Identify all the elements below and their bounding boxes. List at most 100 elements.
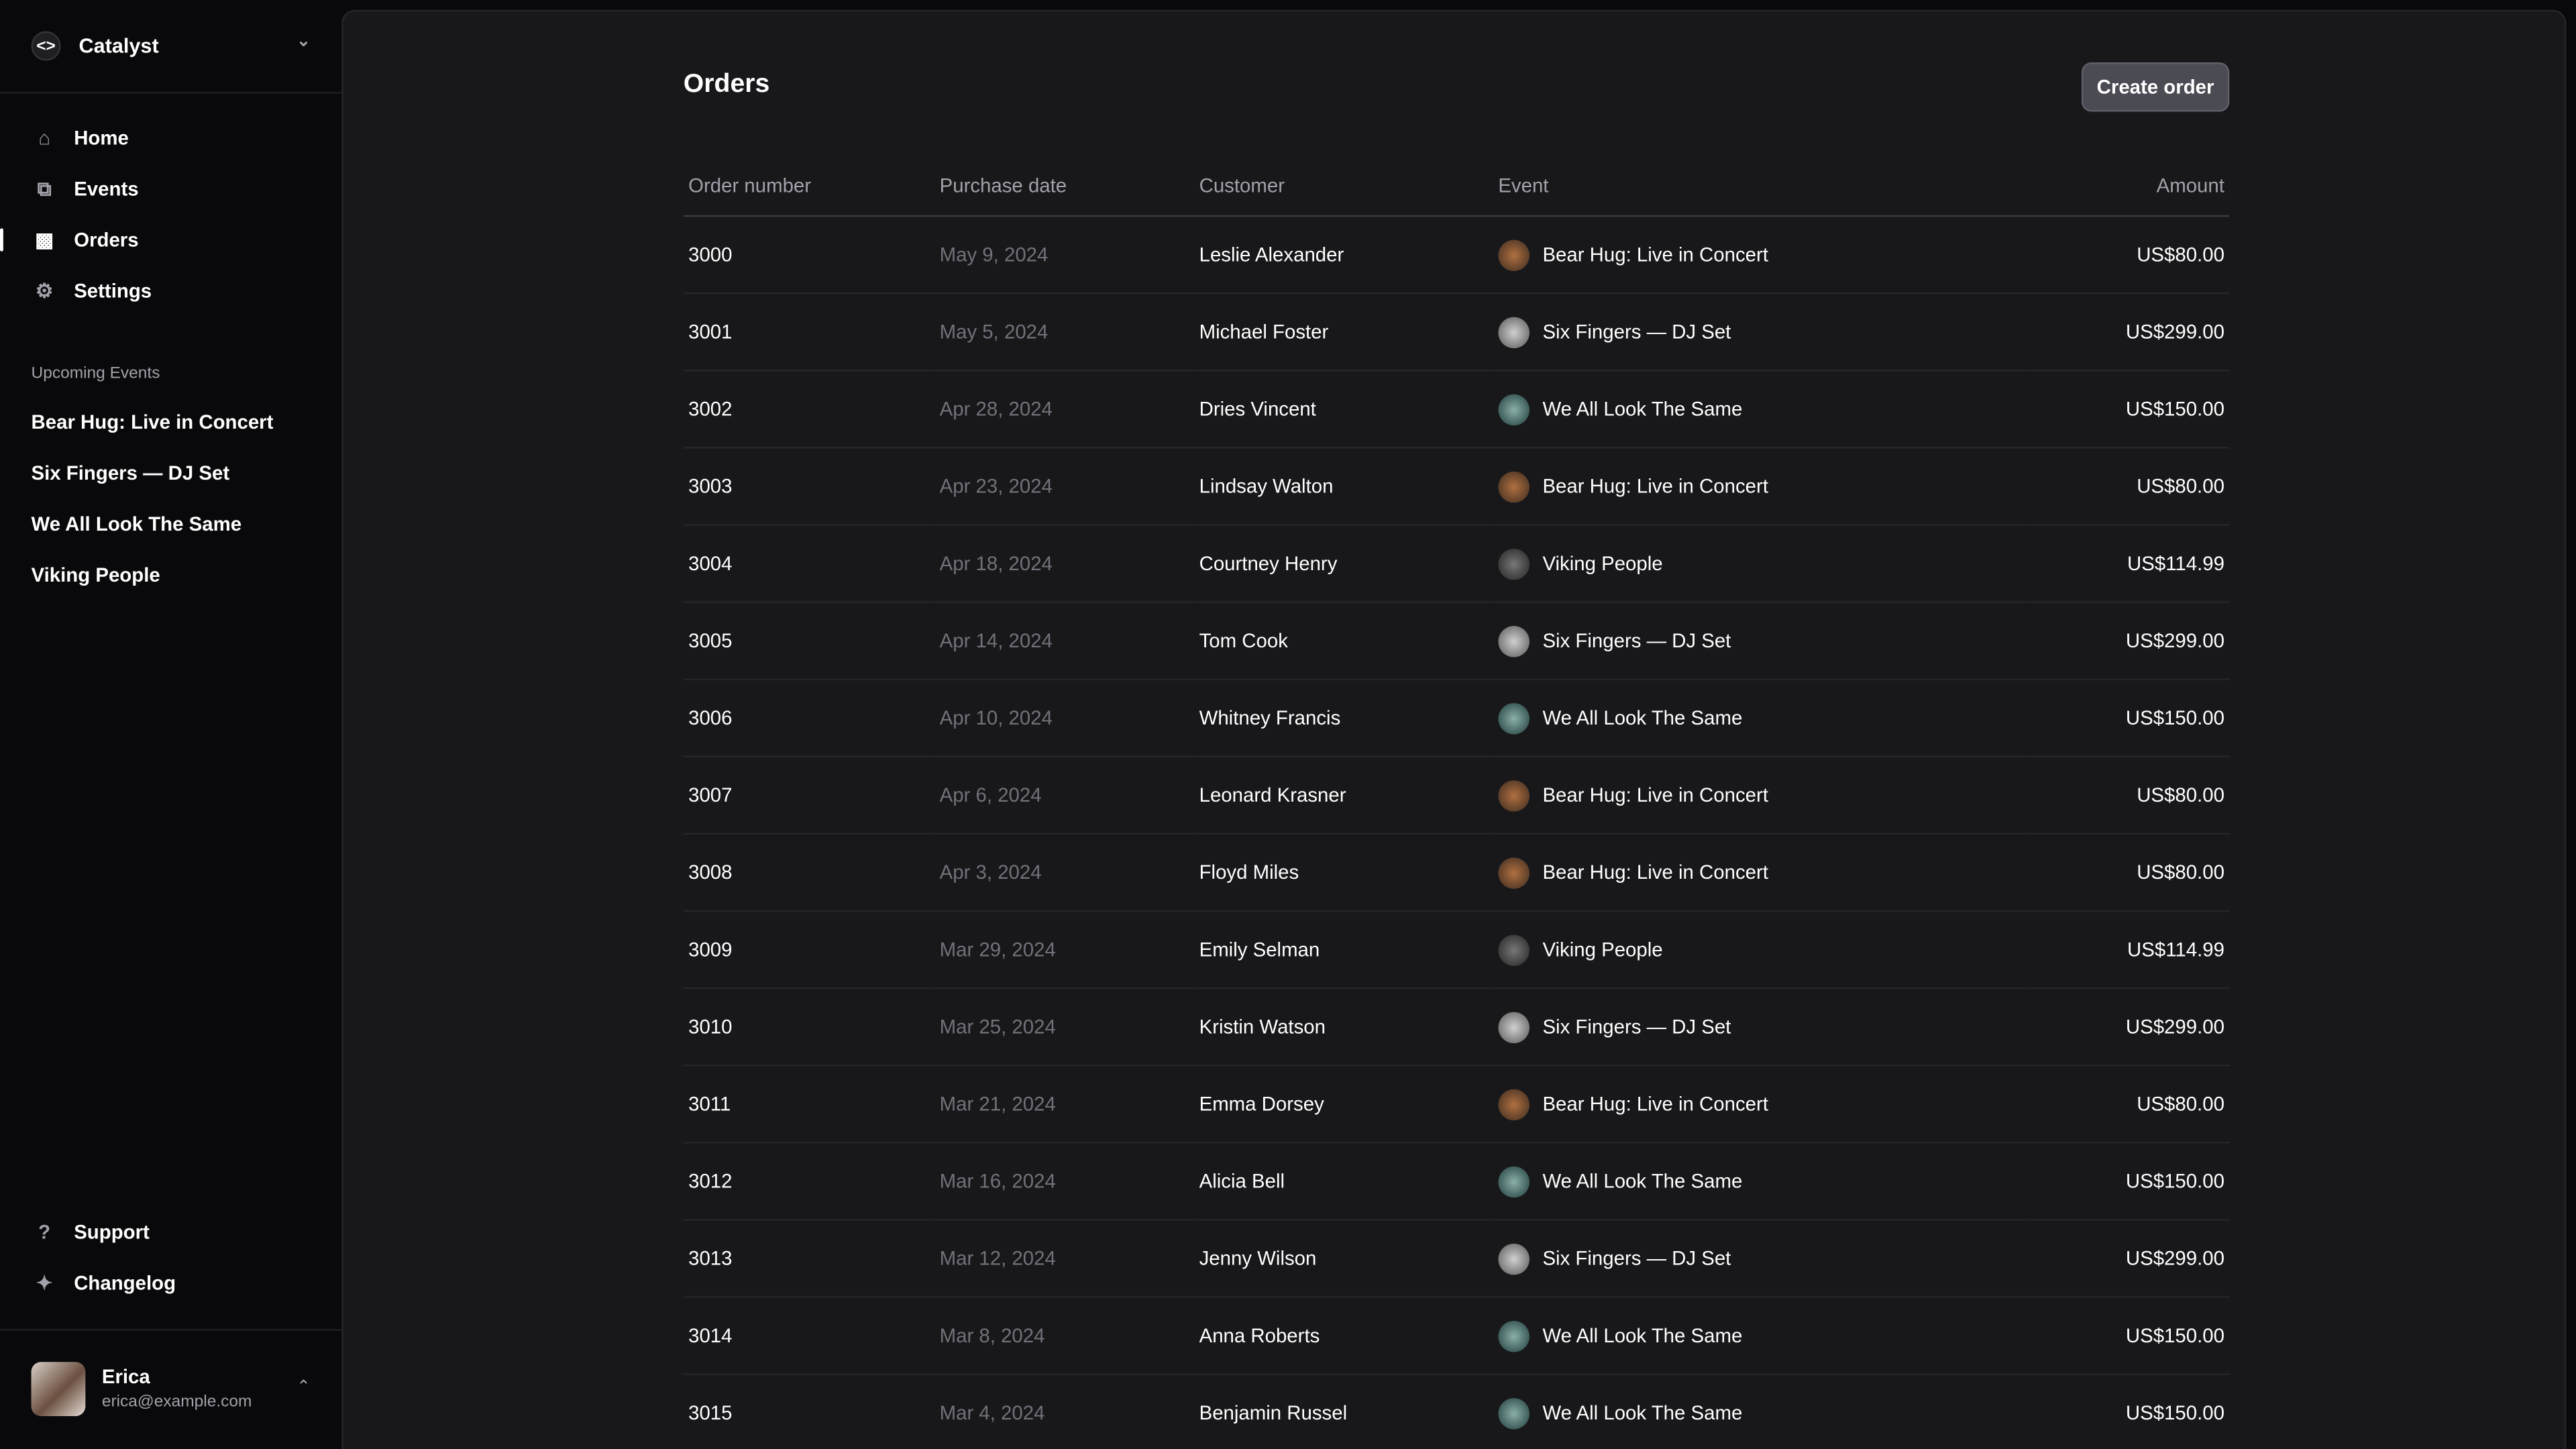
- order-number: 3012: [683, 1142, 935, 1221]
- amount: US$80.00: [2023, 447, 2230, 526]
- table-row[interactable]: 3010 Mar 25, 2024 Kristin Watson Six Finger…: [683, 988, 2230, 1067]
- order-number: 3003: [683, 447, 935, 526]
- purchase-date: May 9, 2024: [934, 216, 1195, 294]
- sidebar-item-support[interactable]: ? Support: [32, 1216, 327, 1248]
- table-row[interactable]: 3012 Mar 16, 2024 Alicia Bell We All Look T…: [683, 1142, 2230, 1221]
- customer-name: Leonard Krasner: [1194, 756, 1493, 835]
- question-icon: ?: [38, 1220, 51, 1244]
- order-number: 3014: [683, 1297, 935, 1375]
- purchase-date: Mar 25, 2024: [934, 988, 1195, 1067]
- purchase-date: Mar 21, 2024: [934, 1065, 1195, 1144]
- sidebar-item-label: Support: [74, 1220, 150, 1244]
- sidebar-item-events[interactable]: ⧉ Events: [32, 172, 327, 205]
- table-row[interactable]: 3005 Apr 14, 2024 Tom Cook Six Fingers — DJ…: [683, 602, 2230, 680]
- customer-name: Courtney Henry: [1194, 525, 1493, 603]
- table-row[interactable]: 3013 Mar 12, 2024 Jenny Wilson Six Fingers …: [683, 1220, 2230, 1298]
- purchase-date: Mar 12, 2024: [934, 1220, 1195, 1298]
- event-thumbnail: [1498, 1397, 1529, 1429]
- purchase-date: Apr 6, 2024: [934, 756, 1195, 835]
- sidebar-item-label: Events: [74, 177, 139, 201]
- sidebar-item-home[interactable]: ⌂ Home: [32, 121, 327, 154]
- amount: US$299.00: [2023, 1220, 2230, 1298]
- squares-icon: ⧉: [37, 176, 52, 200]
- user-name: Erica: [101, 1365, 150, 1389]
- team-switcher[interactable]: <> Catalyst ⌄: [31, 30, 311, 62]
- ticket-icon: ▩: [35, 228, 54, 252]
- table-row[interactable]: 3002 Apr 28, 2024 Dries Vincent We All Look…: [683, 370, 2230, 449]
- customer-name: Jenny Wilson: [1194, 1220, 1493, 1298]
- chevron-up-icon: ⌃: [297, 1378, 311, 1397]
- column-header: Event: [1493, 156, 2024, 217]
- sidebar-item-orders[interactable]: ▩ Orders: [32, 223, 327, 256]
- event-name: Viking People: [1542, 551, 1663, 576]
- brand-name: Catalyst: [78, 34, 159, 58]
- sidebar-event-link[interactable]: Bear Hug: Live in Concert: [31, 411, 274, 434]
- table-row[interactable]: 3008 Apr 3, 2024 Floyd Miles Bear Hug: Live…: [683, 833, 2230, 912]
- create-order-button[interactable]: Create order: [2081, 62, 2230, 112]
- event-cell: We All Look The Same: [1493, 370, 2024, 449]
- order-number: 3002: [683, 370, 935, 449]
- table-row[interactable]: 3007 Apr 6, 2024 Leonard Krasner Bear Hug: …: [683, 756, 2230, 835]
- event-thumbnail: [1498, 625, 1529, 657]
- purchase-date: May 5, 2024: [934, 293, 1195, 372]
- sidebar-item-label: Changelog: [74, 1271, 176, 1295]
- table-row[interactable]: 3003 Apr 23, 2024 Lindsay Walton Bear Hug: …: [683, 447, 2230, 526]
- event-thumbnail: [1498, 1165, 1529, 1197]
- sidebar-event-link[interactable]: Viking People: [31, 564, 160, 587]
- table-row[interactable]: 3009 Mar 29, 2024 Emily Selman Viking Peopl…: [683, 910, 2230, 989]
- event-name: Six Fingers — DJ Set: [1542, 629, 1731, 653]
- event-cell: Six Fingers — DJ Set: [1493, 1220, 2024, 1298]
- amount: US$299.00: [2023, 988, 2230, 1067]
- table-row[interactable]: 3004 Apr 18, 2024 Courtney Henry Viking Peo…: [683, 525, 2230, 603]
- amount: US$150.00: [2023, 1374, 2230, 1449]
- amount: US$80.00: [2023, 1065, 2230, 1144]
- amount: US$114.99: [2023, 525, 2230, 603]
- table-row[interactable]: 3006 Apr 10, 2024 Whitney Francis We All Lo…: [683, 679, 2230, 757]
- event-thumbnail: [1498, 934, 1529, 965]
- event-name: Bear Hug: Live in Concert: [1542, 861, 1768, 884]
- table-row[interactable]: 3014 Mar 8, 2024 Anna Roberts We All Look T…: [683, 1297, 2230, 1375]
- event-thumbnail: [1498, 239, 1529, 270]
- sidebar-item-settings[interactable]: ⚙ Settings: [32, 274, 327, 307]
- purchase-date: Apr 3, 2024: [934, 833, 1195, 912]
- user-menu[interactable]: Erica erica@example.com ⌃: [31, 1362, 311, 1417]
- order-number: 3007: [683, 756, 935, 835]
- customer-name: Emily Selman: [1194, 910, 1493, 989]
- order-number: 3005: [683, 602, 935, 680]
- event-cell: Viking People: [1493, 525, 2024, 603]
- amount: US$150.00: [2023, 1142, 2230, 1221]
- customer-name: Leslie Alexander: [1194, 216, 1493, 294]
- amount: US$80.00: [2023, 756, 2230, 835]
- customer-name: Floyd Miles: [1194, 833, 1493, 912]
- sidebar-item-label: Home: [74, 126, 129, 150]
- table-row[interactable]: 3001 May 5, 2024 Michael Foster Six Fingers…: [683, 293, 2230, 372]
- sidebar-item-changelog[interactable]: ✦ Changelog: [32, 1267, 327, 1299]
- order-number: 3009: [683, 910, 935, 989]
- event-cell: Bear Hug: Live in Concert: [1493, 756, 2024, 835]
- table-row[interactable]: 3011 Mar 21, 2024 Emma Dorsey Bear Hug: Liv…: [683, 1065, 2230, 1144]
- orders-table: Order number Purchase date Customer Event Am…: [683, 156, 2230, 1449]
- customer-name: Anna Roberts: [1194, 1297, 1493, 1375]
- table-row[interactable]: 3015 Mar 4, 2024 Benjamin Russel We All Loo…: [683, 1374, 2230, 1449]
- home-icon: ⌂: [38, 126, 51, 150]
- order-number: 3008: [683, 833, 935, 912]
- sidebar-event-link[interactable]: We All Look The Same: [31, 513, 242, 536]
- amount: US$80.00: [2023, 833, 2230, 912]
- amount: US$299.00: [2023, 293, 2230, 372]
- event-thumbnail: [1498, 1242, 1529, 1275]
- column-header: Amount: [2023, 156, 2230, 217]
- order-number: 3011: [683, 1065, 935, 1144]
- event-thumbnail: [1498, 702, 1529, 734]
- sidebar-event-link[interactable]: Six Fingers — DJ Set: [31, 462, 230, 485]
- table-row[interactable]: 3000 May 9, 2024 Leslie Alexander Bear Hug:…: [683, 216, 2230, 294]
- purchase-date: Mar 16, 2024: [934, 1142, 1195, 1221]
- customer-name: Michael Foster: [1194, 293, 1493, 372]
- amount: US$114.99: [2023, 910, 2230, 989]
- event-name: Six Fingers — DJ Set: [1542, 1015, 1731, 1038]
- event-thumbnail: [1498, 780, 1529, 811]
- customer-name: Emma Dorsey: [1194, 1065, 1493, 1144]
- purchase-date: Apr 14, 2024: [934, 602, 1195, 680]
- event-name: Bear Hug: Live in Concert: [1542, 474, 1768, 498]
- event-name: Six Fingers — DJ Set: [1542, 1246, 1731, 1271]
- event-thumbnail: [1498, 547, 1529, 580]
